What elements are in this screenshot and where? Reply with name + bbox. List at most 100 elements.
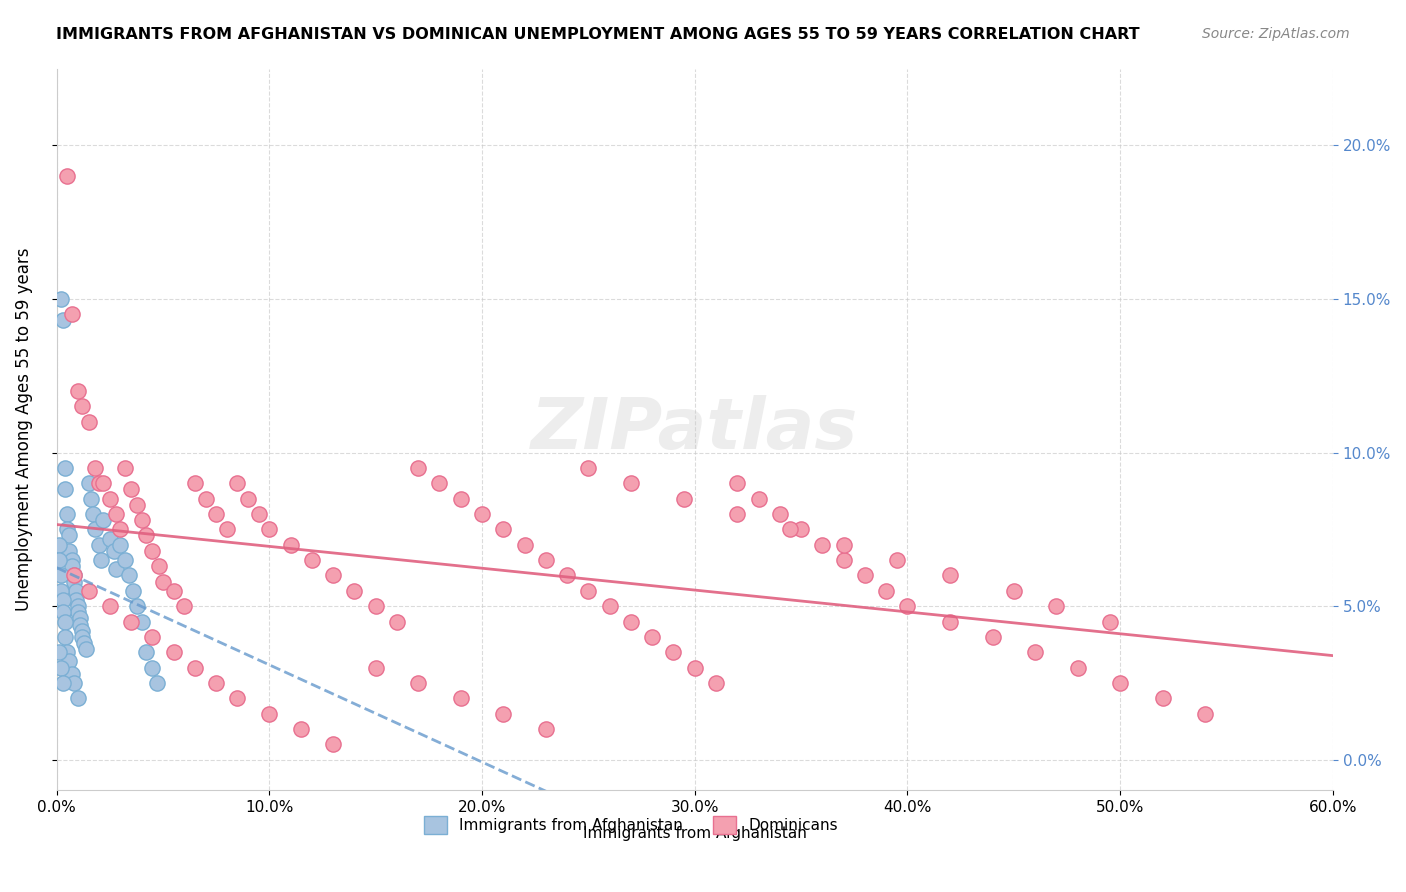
Immigrants from Afghanistan [56, 507, 79, 521]
Immigrants from Afghanistan [114, 553, 136, 567]
Immigrants from Afghanistan [65, 583, 87, 598]
Immigrants from Afghanistan [66, 691, 89, 706]
Dominicans [620, 476, 643, 491]
Dominicans [120, 615, 142, 629]
Dominicans [576, 583, 599, 598]
Dominicans [1066, 660, 1088, 674]
Dominicans [492, 522, 515, 536]
Dominicans [343, 583, 366, 598]
Immigrants from Afghanistan [53, 483, 76, 497]
Immigrants from Afghanistan [49, 660, 72, 674]
Dominicans [450, 691, 472, 706]
Dominicans [450, 491, 472, 506]
Immigrants from Afghanistan [70, 630, 93, 644]
Dominicans [811, 538, 834, 552]
Dominicans [1098, 615, 1121, 629]
Dominicans [322, 738, 344, 752]
Dominicans [534, 722, 557, 736]
Dominicans [896, 599, 918, 614]
Dominicans [534, 553, 557, 567]
Dominicans [89, 476, 111, 491]
Dominicans [1045, 599, 1067, 614]
Dominicans [429, 476, 451, 491]
Dominicans [148, 559, 170, 574]
Immigrants from Afghanistan [52, 605, 75, 619]
Dominicans [247, 507, 270, 521]
Dominicans [226, 691, 249, 706]
Immigrants from Afghanistan [52, 676, 75, 690]
Immigrants from Afghanistan [131, 615, 153, 629]
Dominicans [236, 491, 259, 506]
Dominicans [290, 722, 312, 736]
Immigrants from Afghanistan [93, 513, 115, 527]
Immigrants from Afghanistan [60, 666, 83, 681]
Immigrants from Afghanistan [141, 660, 163, 674]
Dominicans [162, 645, 184, 659]
Immigrants from Afghanistan [82, 507, 104, 521]
Immigrants from Afghanistan [77, 476, 100, 491]
Dominicans [832, 553, 855, 567]
Immigrants from Afghanistan [127, 599, 149, 614]
Dominicans [576, 461, 599, 475]
Immigrants from Afghanistan [52, 593, 75, 607]
Dominicans [98, 599, 121, 614]
Dominicans [70, 400, 93, 414]
Immigrants from Afghanistan [53, 615, 76, 629]
Dominicans [599, 599, 621, 614]
Dominicans [875, 583, 897, 598]
Dominicans [769, 507, 792, 521]
Dominicans [77, 583, 100, 598]
Dominicans [141, 630, 163, 644]
Dominicans [704, 676, 727, 690]
Dominicans [120, 483, 142, 497]
Immigrants from Afghanistan [110, 538, 132, 552]
Dominicans [981, 630, 1004, 644]
Dominicans [641, 630, 664, 644]
Dominicans [1194, 706, 1216, 721]
Dominicans [748, 491, 770, 506]
Immigrants from Afghanistan [60, 553, 83, 567]
Immigrants from Afghanistan [135, 645, 157, 659]
Immigrants from Afghanistan [70, 624, 93, 638]
Immigrants from Afghanistan [62, 676, 84, 690]
Immigrants from Afghanistan [58, 655, 80, 669]
Dominicans [555, 568, 578, 582]
Dominicans [779, 522, 801, 536]
Dominicans [301, 553, 323, 567]
Dominicans [406, 676, 429, 690]
Dominicans [66, 384, 89, 398]
Immigrants from Afghanistan [56, 645, 79, 659]
Dominicans [1024, 645, 1046, 659]
Immigrants from Afghanistan [105, 562, 128, 576]
Immigrants from Afghanistan [60, 559, 83, 574]
Dominicans [492, 706, 515, 721]
Dominicans [60, 307, 83, 321]
Dominicans [886, 553, 908, 567]
Immigrants from Afghanistan [56, 522, 79, 536]
Immigrants from Afghanistan [53, 461, 76, 475]
Dominicans [790, 522, 813, 536]
Dominicans [83, 461, 105, 475]
Dominicans [1002, 583, 1025, 598]
Dominicans [105, 507, 128, 521]
Dominicans [259, 522, 281, 536]
Immigrants from Afghanistan [79, 491, 101, 506]
Dominicans [173, 599, 195, 614]
Legend: Immigrants from Afghanistan, Dominicans: Immigrants from Afghanistan, Dominicans [418, 810, 844, 840]
Immigrants from Afghanistan [75, 642, 97, 657]
Y-axis label: Unemployment Among Ages 55 to 59 years: Unemployment Among Ages 55 to 59 years [15, 248, 32, 611]
Dominicans [127, 498, 149, 512]
Immigrants from Afghanistan [62, 574, 84, 589]
Dominicans [226, 476, 249, 491]
Dominicans [184, 660, 207, 674]
Dominicans [110, 522, 132, 536]
Dominicans [513, 538, 536, 552]
Immigrants from Afghanistan [52, 313, 75, 327]
Immigrants from Afghanistan [49, 583, 72, 598]
Immigrants from Afghanistan [58, 528, 80, 542]
Dominicans [135, 528, 157, 542]
Dominicans [620, 615, 643, 629]
Immigrants from Afghanistan [122, 583, 145, 598]
Dominicans [406, 461, 429, 475]
Text: IMMIGRANTS FROM AFGHANISTAN VS DOMINICAN UNEMPLOYMENT AMONG AGES 55 TO 59 YEARS : IMMIGRANTS FROM AFGHANISTAN VS DOMINICAN… [56, 27, 1140, 42]
